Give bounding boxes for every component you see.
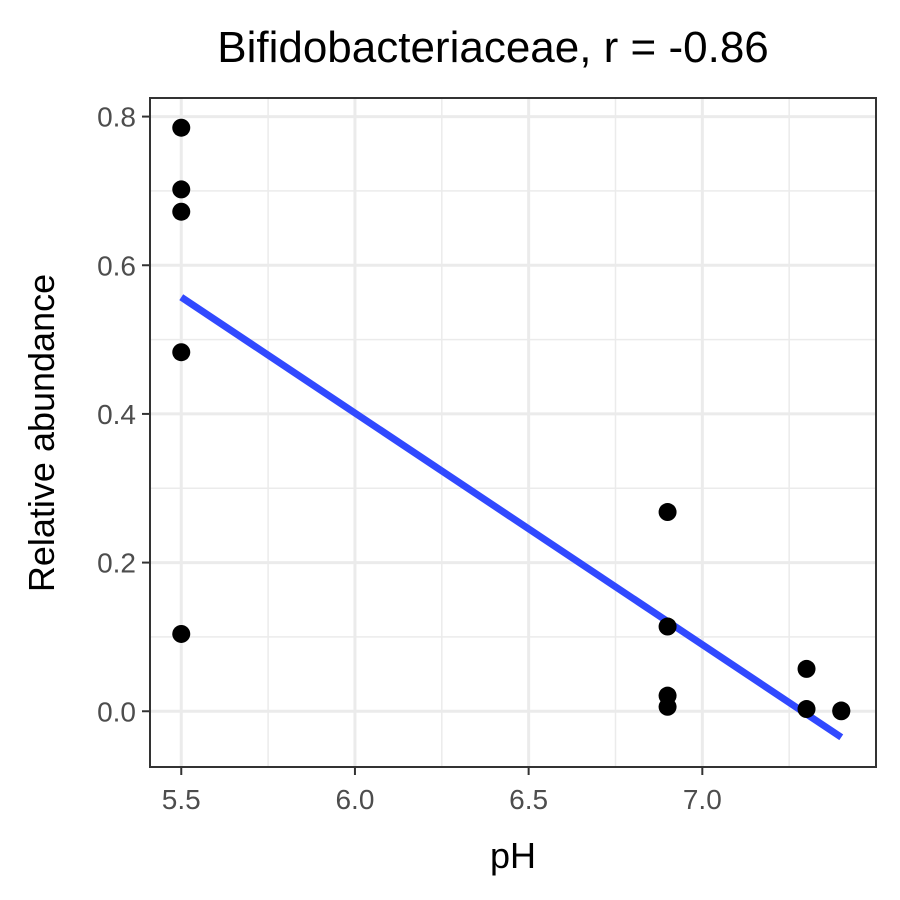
data-point — [172, 180, 191, 199]
y-tick-label: 0.2 — [97, 548, 136, 579]
y-tick-label: 0.8 — [97, 102, 136, 133]
data-point — [797, 700, 816, 719]
y-axis-title: Relative abundance — [21, 274, 62, 592]
regression-line — [179, 294, 844, 741]
x-tick-label: 5.5 — [162, 784, 201, 815]
data-point — [172, 202, 191, 221]
x-tick-label: 6.0 — [335, 784, 374, 815]
data-point — [832, 702, 851, 721]
data-point — [172, 118, 191, 137]
data-point — [172, 624, 191, 643]
data-points — [172, 118, 851, 721]
data-point — [658, 617, 677, 636]
x-tick-label: 6.5 — [509, 784, 548, 815]
y-axis: 0.0 0.2 0.4 0.6 0.8 — [97, 102, 150, 727]
y-tick-label: 0.4 — [97, 399, 136, 430]
x-tick-label: 7.0 — [683, 784, 722, 815]
grid-lines — [150, 98, 876, 767]
plot-panel-border — [149, 97, 877, 768]
data-point — [658, 503, 677, 522]
data-point — [172, 343, 191, 362]
x-axis: 5.5 6.0 6.5 7.0 — [162, 767, 722, 815]
data-point — [658, 697, 677, 716]
trend-line-group — [179, 294, 844, 741]
chart-title: Bifidobacteriaceae, r = -0.86 — [217, 23, 769, 72]
x-axis-title: pH — [490, 835, 536, 876]
y-tick-label: 0.0 — [97, 696, 136, 727]
y-tick-label: 0.6 — [97, 250, 136, 281]
data-point — [797, 659, 816, 678]
